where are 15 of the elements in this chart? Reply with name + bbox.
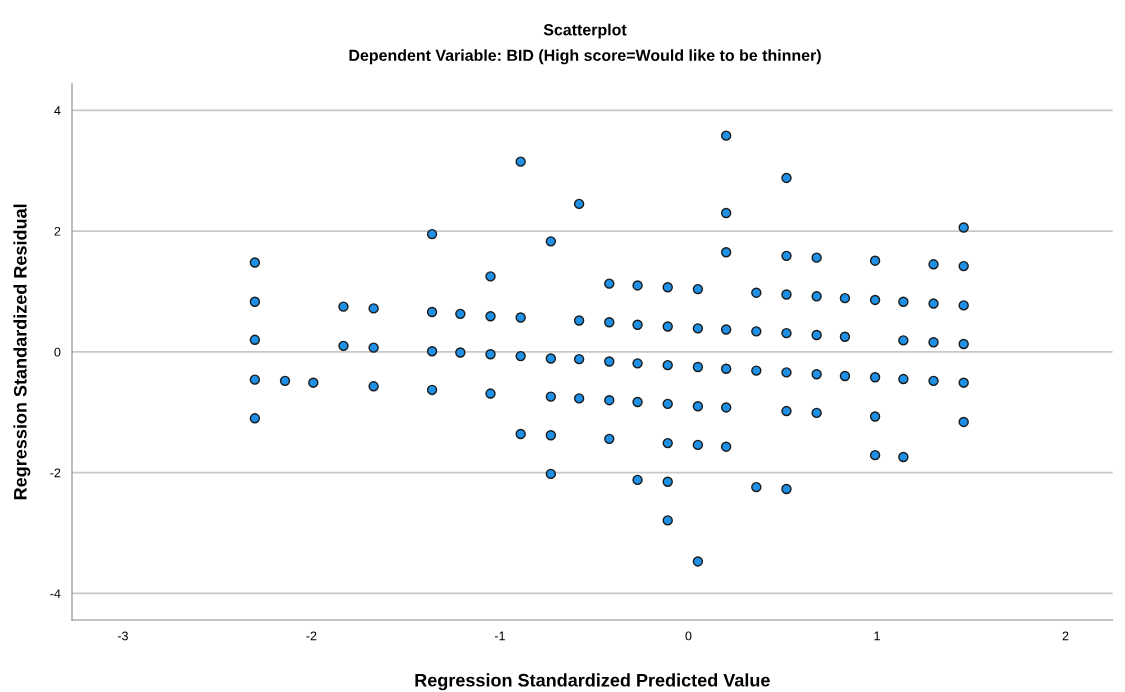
y-tick-label: -2 xyxy=(50,468,61,478)
chart-title: Scatterplot xyxy=(543,23,627,39)
y-tick-label: 0 xyxy=(54,347,61,357)
y-tick-label: 4 xyxy=(54,106,61,115)
x-axis-title: Regression Standardized Predicted Value xyxy=(415,673,770,691)
y-tick-label: 2 xyxy=(54,226,61,236)
y-axis-title: Regression Standardized Residual xyxy=(13,204,31,500)
x-tick-label: 1 xyxy=(874,631,880,641)
x-tick-label: -3 xyxy=(117,631,128,641)
x-tick-label: -2 xyxy=(306,631,317,641)
x-tick-label: -1 xyxy=(494,631,505,641)
y-tick-label: -4 xyxy=(50,589,61,598)
chart-subtitle: Dependent Variable: BID (High score=Would like to be thinner) xyxy=(349,49,821,65)
x-tick-label: 0 xyxy=(685,631,692,641)
x-tick-label: 2 xyxy=(1062,631,1069,641)
